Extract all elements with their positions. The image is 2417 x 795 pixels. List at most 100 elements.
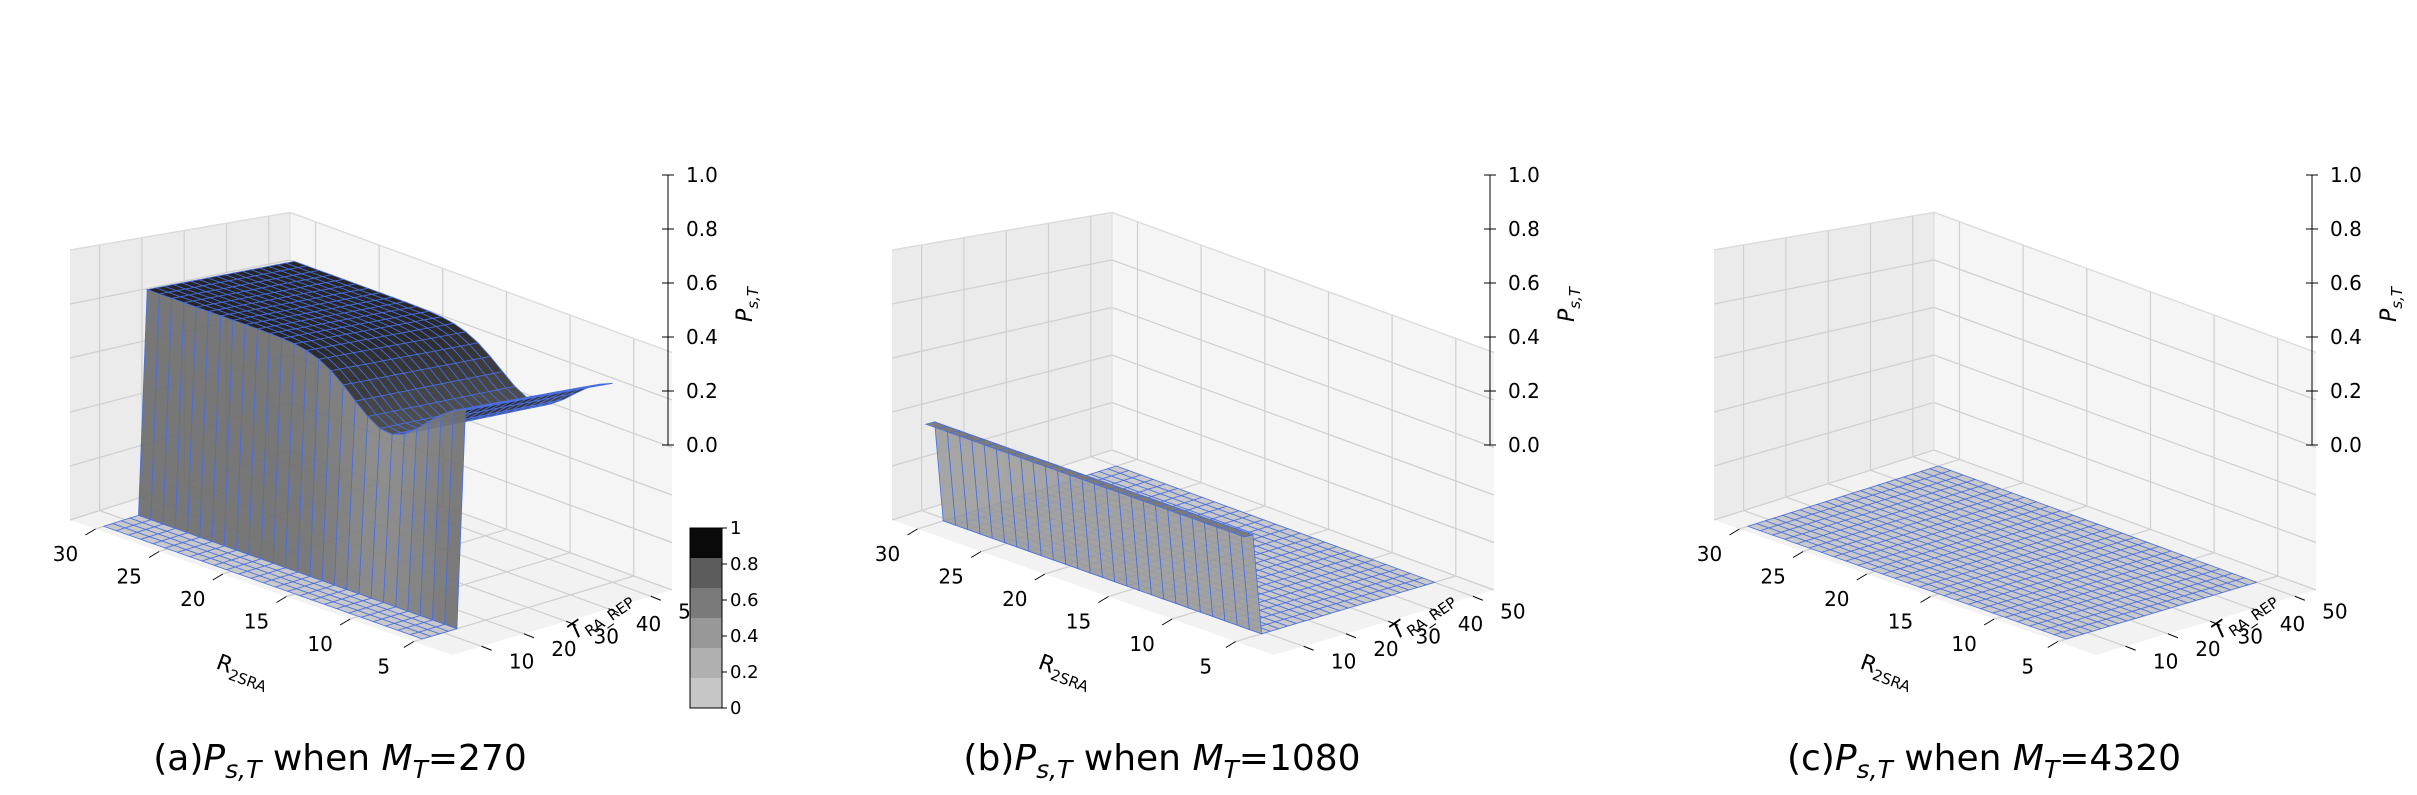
x-tick-mark [1792, 551, 1804, 558]
z-axis-title-sub: s,T [1566, 285, 1584, 309]
z-tick-label: 0.0 [686, 433, 718, 457]
y-tick-mark [2294, 595, 2306, 601]
x-tick-mark [970, 551, 982, 558]
z-axis-title-main: P [1555, 308, 1580, 322]
colorbar-swatch [690, 588, 722, 618]
caption-eq: =1080 [1239, 738, 1361, 779]
colorbar-tick-label: 1 [730, 518, 741, 539]
x-tick-mark [1729, 528, 1740, 536]
caption-mid: when [1893, 738, 2013, 779]
colorbar-swatch [690, 618, 722, 648]
back-wall-pane [1934, 212, 2316, 590]
x-tick-label: 20 [1824, 587, 1849, 611]
y-tick-label: 20 [1373, 637, 1398, 661]
x-tick-label: 10 [1129, 632, 1154, 656]
z-tick-label: 0.6 [1508, 271, 1540, 295]
x-tick-mark [1225, 641, 1237, 648]
y-tick-mark [1303, 645, 1314, 651]
y-tick-mark [566, 620, 577, 626]
y-tick-label: 30 [594, 624, 619, 648]
caption-m: M [1192, 738, 1223, 779]
z-tick-label: 1.0 [2330, 163, 2362, 187]
x-tick-label: 30 [1697, 542, 1722, 566]
colorbar-tick-label: 0.8 [730, 554, 759, 575]
back-wall-pane [1112, 212, 1494, 590]
colorbar-swatch [690, 528, 722, 558]
y-tick-label: 30 [1416, 624, 1441, 648]
y-tick-mark [481, 645, 492, 651]
y-tick-label: 40 [1458, 612, 1483, 636]
caption-m-sub: T [2044, 755, 2061, 784]
x-tick-mark [339, 618, 351, 626]
y-tick-mark [650, 595, 662, 601]
x-tick-label: 25 [938, 565, 963, 589]
x-axis-title-sub: 2SRA [1048, 666, 1092, 697]
caption-prefix: (c) [1787, 738, 1835, 779]
x-tick-mark [1161, 618, 1173, 626]
caption: (b)Ps,T when MT=1080 [963, 738, 1360, 784]
caption-p-sub: s,T [225, 755, 263, 784]
z-tick-label: 0.8 [1508, 217, 1540, 241]
z-tick-label: 1.0 [686, 163, 718, 187]
x-tick-label: 25 [116, 565, 141, 589]
x-tick-mark [403, 641, 415, 648]
colorbar-tick-label: 0.6 [730, 590, 759, 611]
x-tick-label: 10 [1951, 632, 1976, 656]
caption-eq: =4320 [2059, 738, 2181, 779]
x-tick-mark [2047, 641, 2059, 648]
x-tick-label: 15 [1066, 610, 1091, 634]
z-tick-label: 1.0 [1508, 163, 1540, 187]
caption-m-sub: T [1224, 755, 1241, 784]
caption-mid: when [261, 738, 381, 779]
x-tick-mark [1098, 596, 1109, 603]
z-tick-label: 0.4 [686, 325, 718, 349]
y-tick-mark [2252, 608, 2263, 614]
caption-eq: =270 [428, 738, 527, 779]
x-tick-mark [148, 551, 160, 558]
y-tick-mark [2210, 620, 2221, 626]
y-tick-mark [2125, 645, 2136, 651]
z-tick-label: 0.6 [2330, 271, 2362, 295]
y-tick-mark [523, 633, 535, 639]
x-tick-mark [1983, 618, 1995, 626]
z-tick-label: 0.8 [686, 217, 718, 241]
x-tick-mark [1920, 596, 1931, 603]
z-axis-title-sub: s,T [744, 285, 762, 309]
x-tick-mark [85, 528, 96, 536]
caption: (c)Ps,T when MT=4320 [1787, 738, 2181, 784]
z-axis-title: Ps,T [2377, 285, 2406, 322]
x-tick-label: 30 [875, 542, 900, 566]
x-tick-label: 20 [1002, 587, 1027, 611]
surface [924, 421, 1436, 635]
surface-patch [924, 421, 949, 429]
x-tick-label: 15 [1888, 610, 1913, 634]
colorbar: 1 0.8 0.6 0.4 0.2 0 [689, 518, 759, 719]
caption-p: P [1835, 738, 1857, 779]
z-tick-label: 0.4 [2330, 325, 2362, 349]
colorbar-tick-label: 0 [730, 698, 741, 719]
y-tick-label: 10 [509, 649, 534, 673]
colorbar-swatch [690, 558, 722, 588]
z-axis-title: Ps,T [1555, 285, 1584, 322]
z-tick-label: 0.2 [686, 379, 718, 403]
y-tick-label: 20 [2195, 637, 2220, 661]
y-tick-mark [2167, 633, 2179, 639]
z-axis-title: Ps,T [733, 285, 762, 322]
caption-p-sub: s,T [1036, 755, 1074, 784]
x-tick-label: 5 [1199, 655, 1212, 679]
z-tick-label: 0.8 [2330, 217, 2362, 241]
z-tick-label: 0.2 [1508, 379, 1540, 403]
x-tick-label: 10 [307, 632, 332, 656]
caption-prefix: (b) [963, 738, 1014, 779]
y-tick-label: 10 [2153, 649, 2178, 673]
y-tick-label: 40 [636, 612, 661, 636]
y-tick-mark [1430, 608, 1441, 614]
x-tick-mark [212, 573, 224, 581]
caption-prefix: (a) [153, 738, 203, 779]
caption-m: M [382, 738, 413, 779]
panel-0: 3025201510510203040500.00.20.40.60.81.0R… [53, 163, 762, 784]
surface [102, 260, 613, 640]
x-tick-mark [907, 528, 918, 536]
caption-p: P [203, 738, 225, 779]
